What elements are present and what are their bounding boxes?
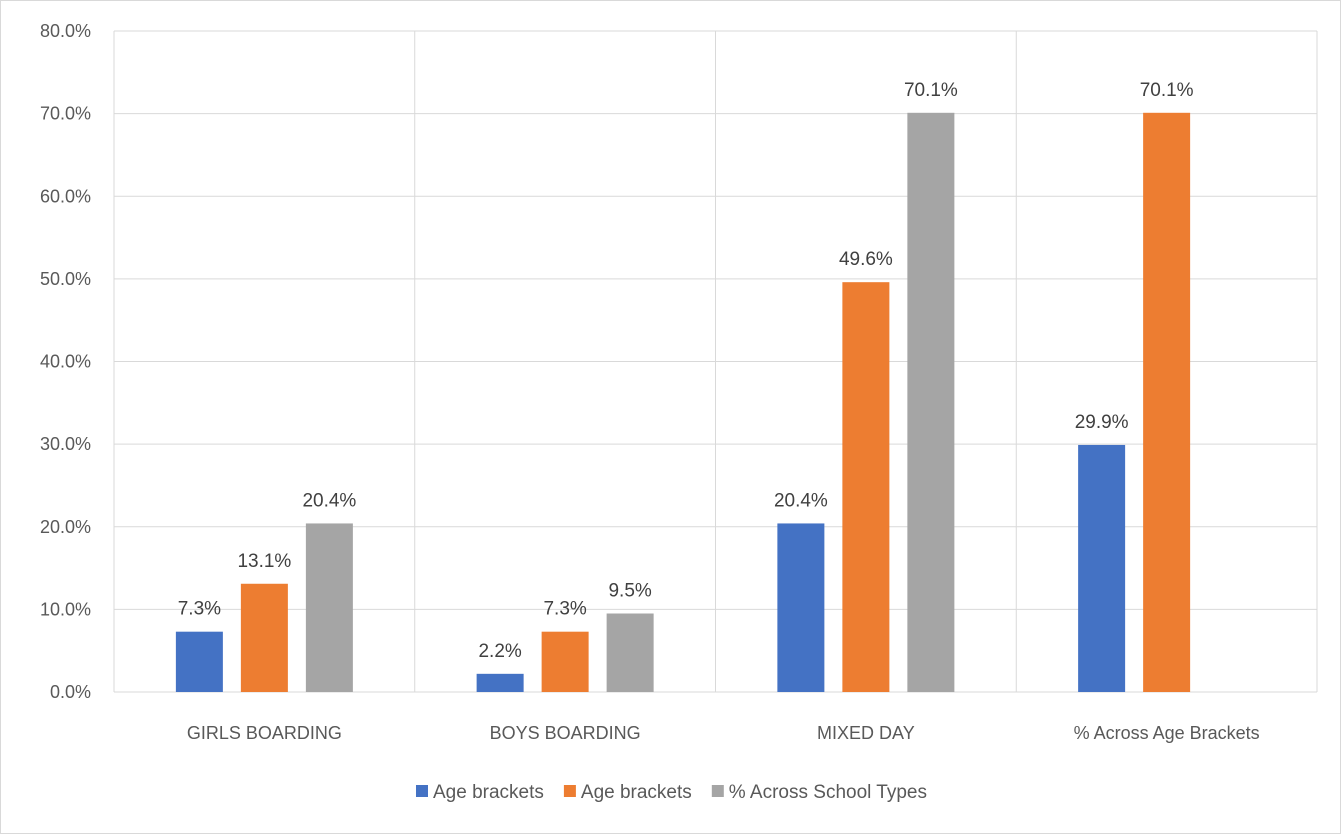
y-axis: 0.0% 10.0% 20.0% 30.0% 40.0% 50.0% 60.0% 70.0% 8… bbox=[40, 21, 91, 702]
y-tick-label: 0.0% bbox=[50, 682, 91, 702]
data-label: 20.4% bbox=[774, 490, 828, 511]
legend-label: % Across School Types bbox=[729, 782, 927, 803]
bar bbox=[175, 631, 223, 692]
legend-swatch bbox=[415, 785, 428, 797]
data-label: 70.1% bbox=[1140, 80, 1194, 101]
legend-label: Age brackets bbox=[581, 782, 692, 803]
data-label: 70.1% bbox=[904, 80, 958, 101]
legend-label: Age brackets bbox=[433, 782, 544, 803]
legend-swatch bbox=[563, 785, 576, 797]
bar bbox=[1143, 112, 1191, 692]
x-tick-label: GIRLS BOARDING bbox=[187, 723, 342, 743]
x-tick-label: BOYS BOARDING bbox=[490, 723, 641, 743]
data-label: 13.1% bbox=[237, 551, 291, 572]
bar bbox=[842, 282, 890, 692]
bars bbox=[175, 112, 1191, 692]
bar bbox=[476, 673, 524, 692]
bar bbox=[777, 523, 825, 692]
bar bbox=[305, 523, 353, 692]
y-tick-label: 30.0% bbox=[40, 434, 91, 454]
y-tick-label: 50.0% bbox=[40, 269, 91, 289]
data-label: 7.3% bbox=[543, 599, 586, 620]
legend-swatch bbox=[711, 785, 724, 797]
legend: Age brackets Age brackets % Across School … bbox=[415, 782, 927, 803]
x-tick-label: MIXED DAY bbox=[817, 723, 915, 743]
category-dividers bbox=[113, 31, 1318, 692]
data-labels: 7.3% 13.1% 20.4% 2.2% 7.3% 9.5% 20.4% 49.6% 70.1… bbox=[178, 80, 1194, 662]
y-tick-label: 40.0% bbox=[40, 352, 91, 372]
data-label: 2.2% bbox=[478, 641, 521, 662]
data-label: 29.9% bbox=[1075, 412, 1129, 433]
bar bbox=[606, 613, 654, 692]
bar bbox=[907, 112, 955, 692]
data-label: 20.4% bbox=[302, 490, 356, 511]
x-axis: GIRLS BOARDING BOYS BOARDING MIXED DAY % Ac… bbox=[187, 723, 1260, 743]
bar bbox=[1078, 444, 1126, 692]
bar bbox=[541, 631, 589, 692]
y-tick-label: 80.0% bbox=[40, 21, 91, 41]
data-label: 49.6% bbox=[839, 249, 893, 270]
y-tick-label: 60.0% bbox=[40, 186, 91, 206]
bar bbox=[240, 583, 288, 692]
data-label: 7.3% bbox=[178, 599, 221, 620]
x-tick-label: % Across Age Brackets bbox=[1074, 723, 1260, 743]
y-tick-label: 70.0% bbox=[40, 104, 91, 124]
y-tick-label: 20.0% bbox=[40, 517, 91, 537]
y-tick-label: 10.0% bbox=[40, 599, 91, 619]
data-label: 9.5% bbox=[608, 581, 651, 602]
